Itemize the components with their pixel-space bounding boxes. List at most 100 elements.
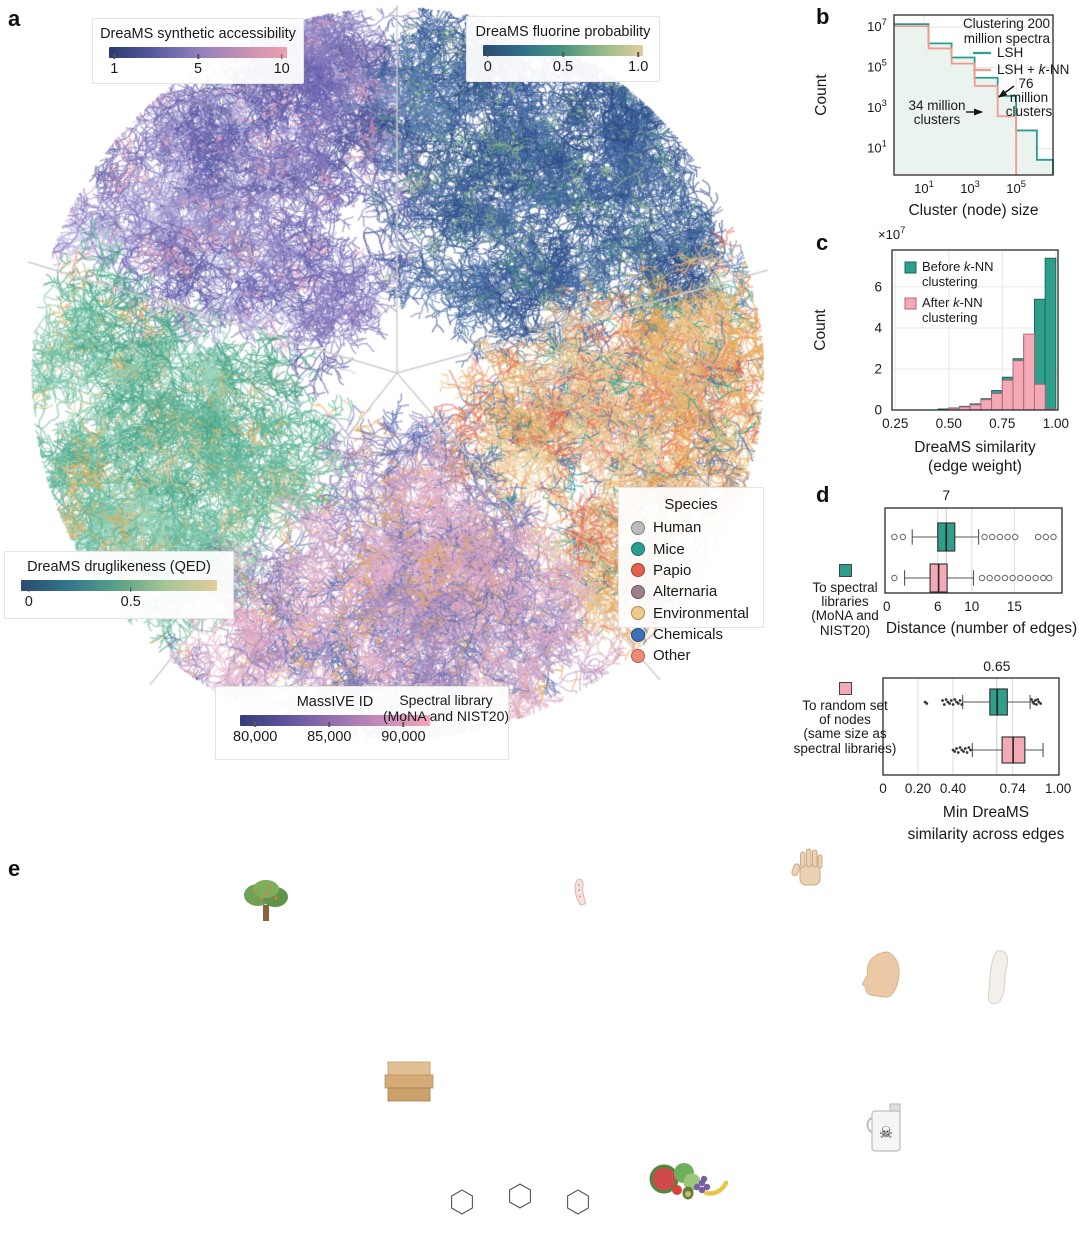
colorbar-gradient: [483, 45, 643, 56]
x-tick: 0.74: [999, 781, 1026, 796]
annotation-76-million: 76: [1018, 76, 1033, 91]
species-legend-item: Other: [619, 645, 763, 666]
x-tick: 0.50: [936, 416, 962, 431]
x-axis-label: Min DreaMS: [943, 804, 1029, 821]
annotation-76-million: clusters: [1006, 104, 1053, 119]
colorbar-tick: 0.5: [120, 594, 141, 610]
lsh-area: [894, 24, 1053, 176]
colorbar-title: DreaMS fluorine probability: [475, 24, 651, 40]
log-tick-label: 107: [867, 17, 887, 34]
legend-entry: clustering: [922, 310, 978, 325]
x-tick: 15: [1007, 599, 1022, 614]
panel-d-boxplots: 0 6 10 15 Distance (number of edges) 7 0 0.20 0.…: [794, 480, 1080, 860]
x-tick: 0.75: [989, 416, 1015, 431]
panel-c-histogram: 0 2 4 6 0.25 0.50 0.75 1.00 ×107 DreaMS similarit…: [810, 225, 1080, 485]
colorbar-tick: 0.5: [552, 59, 574, 75]
log-tick-label: 105: [867, 58, 887, 75]
y-tick: 4: [874, 320, 882, 335]
species-legend-title: Species: [664, 496, 718, 513]
group-label-swatch: [838, 564, 852, 577]
boxplot-group-label-random: To random set of nodes (same size as spectr…: [790, 682, 900, 756]
skull-icon: ☠: [879, 1125, 893, 1142]
legend-title: million spectra: [964, 31, 1051, 46]
colorbar-tick: 80,000: [233, 729, 278, 745]
colorbar-tick: 90,000: [381, 729, 426, 745]
face-icon: [861, 951, 900, 998]
colorbar-tick: 5: [193, 61, 203, 77]
x-tick: 0: [879, 781, 887, 796]
panel-label-c: c: [816, 230, 829, 255]
median-annotation: 7: [942, 487, 950, 503]
y-tick: 2: [874, 361, 882, 376]
legend-entry: Before k-NN: [922, 259, 994, 274]
species-dot-icon: [631, 520, 645, 535]
x-tick: 0.25: [882, 416, 908, 431]
x-tick: 0.40: [940, 781, 966, 796]
x-tick: 6: [934, 599, 942, 614]
citrus-tree-icon: [244, 880, 288, 921]
colorbar-massive-id: MassIVE ID 80,000 85,000 90,000: [224, 687, 446, 747]
x-axis-label: similarity across edges: [908, 826, 1065, 843]
x-tick: 1.00: [1045, 781, 1071, 796]
species-legend-item: Mice: [619, 538, 763, 559]
species-legend-item: Papio: [619, 560, 763, 581]
fruits-vegetables-icon: [649, 1163, 729, 1200]
colorbar-tick: 85,000: [307, 729, 352, 745]
icon-layer: ☠: [244, 848, 1009, 1215]
panel-label-d: d: [816, 482, 830, 507]
log-tick-label: 103: [867, 98, 887, 115]
hand-icon: [791, 848, 823, 886]
colorbar-title: DreaMS druglikeness (QED): [27, 559, 211, 575]
species-dot-icon: [631, 584, 645, 599]
legend-entry: LSH: [997, 45, 1023, 60]
colorbar-tick: 1: [110, 61, 119, 77]
arm-icon: [987, 950, 1009, 1005]
colorbar-title: DreaMS synthetic accessibility: [100, 26, 296, 42]
species-legend-item: Environmental: [619, 603, 763, 624]
log-tick-label: 101: [867, 139, 887, 156]
log-tick-label: 105: [1006, 179, 1026, 196]
species-legend-item: Alternaria: [619, 581, 763, 602]
legend-entry: LSH + k-NN: [997, 62, 1069, 77]
wallboard-icon: [384, 1061, 434, 1102]
colorbar-tick: 10: [273, 61, 290, 77]
legend-title: Clustering 200: [963, 16, 1050, 31]
x-tick: 0: [883, 599, 891, 614]
panel-label-a: a: [8, 6, 21, 31]
annotation-76-million: million: [1010, 90, 1048, 105]
y-tick: 6: [874, 279, 882, 294]
step-curve-lsh-knn: [894, 25, 1018, 175]
legend-swatch: [904, 297, 917, 310]
box-distance-spectral: [891, 522, 1057, 552]
x-tick: 10: [964, 599, 979, 614]
y-axis-label: Count: [812, 309, 829, 351]
species-dot-icon: [631, 606, 645, 621]
y-tick: 0: [874, 403, 882, 418]
x-axis-label: Cluster (node) size: [908, 202, 1038, 219]
group-label-swatch: [838, 682, 852, 695]
annotation-34-million: 34 million: [908, 98, 965, 113]
species-dot-icon: [631, 563, 645, 578]
log-tick-label: 103: [960, 179, 980, 196]
colorbar-druglikeness-qed: DreaMS druglikeness (QED) 0 0.5: [4, 551, 234, 619]
panel-label-e: e: [8, 856, 21, 881]
x-axis-label: Distance (number of edges): [886, 620, 1077, 637]
panel-label-b: b: [816, 4, 830, 29]
colorbar-fluorine-probability: DreaMS fluorine probability 0 0.5 1.0: [466, 16, 660, 82]
box-similarity-random: [951, 736, 1044, 764]
species-dot-icon: [631, 542, 645, 557]
median-annotation: 0.65: [983, 658, 1010, 674]
colorbar-massive-id-box: MassIVE ID 80,000 85,000 90,000 Spectral li…: [215, 686, 509, 760]
legend-swatch: [904, 261, 917, 274]
legend-entry: clustering: [922, 274, 978, 289]
species-dot-icon: [631, 627, 645, 642]
x-tick: 0.20: [905, 781, 931, 796]
log-tick-label: 101: [914, 179, 934, 196]
species-legend-item: Chemicals: [619, 624, 763, 645]
step-curve-lsh: [894, 23, 1054, 175]
colorbar-gradient: [21, 580, 217, 591]
colorbar-gradient: [109, 47, 287, 58]
azoxystrobin-molecule-icon: [451, 1183, 589, 1215]
x-axis-label: DreaMS similarity: [914, 439, 1036, 456]
